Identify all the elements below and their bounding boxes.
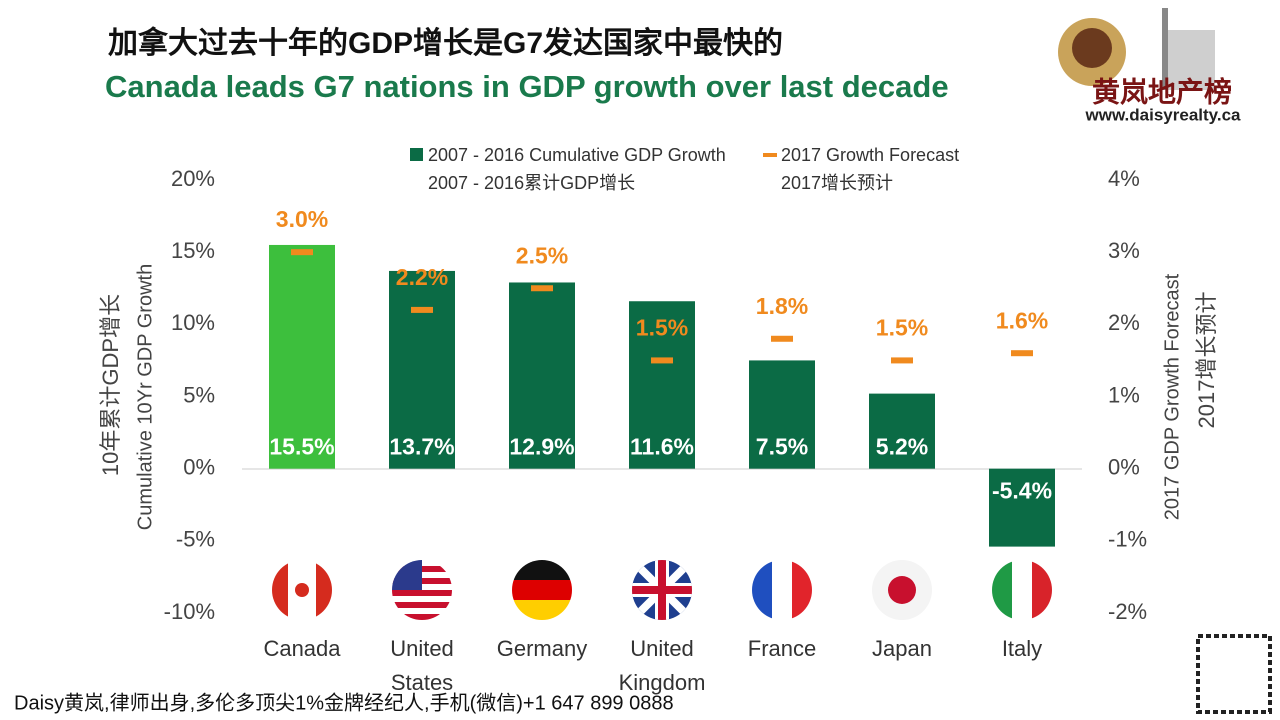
y2-tick-label: -1% bbox=[1108, 527, 1147, 552]
bar-value-label: 7.5% bbox=[756, 434, 808, 460]
flag-japan bbox=[872, 560, 932, 620]
forecast-label: 1.5% bbox=[876, 314, 928, 340]
x-tick-label: United States bbox=[390, 636, 454, 695]
x-tick-label: Japan bbox=[872, 636, 932, 661]
bar bbox=[389, 270, 455, 469]
bar bbox=[509, 282, 575, 469]
forecast-marker bbox=[1011, 350, 1033, 357]
x-tick-label: Germany bbox=[496, 636, 588, 661]
legend-swatch bbox=[410, 148, 423, 161]
y2-tick-label: 0% bbox=[1108, 454, 1140, 479]
x-tick-label: France bbox=[747, 636, 817, 661]
forecast-label: 2.2% bbox=[396, 264, 448, 290]
y-axis-title-zh: 10年累计GDP增长 bbox=[98, 294, 123, 476]
chart-subtitle: Canada leads G7 nations in GDP growth ov… bbox=[105, 69, 949, 104]
logo-tower bbox=[1162, 8, 1168, 90]
bar-value-label: 15.5% bbox=[269, 434, 334, 460]
bar-value-label: 5.2% bbox=[876, 434, 928, 460]
y2-axis-title-zh: 2017增长预计 bbox=[1194, 292, 1219, 429]
x-tick-label: Canada bbox=[263, 636, 341, 661]
bar bbox=[869, 393, 935, 469]
forecast-label: 1.6% bbox=[996, 307, 1048, 333]
forecast-marker bbox=[291, 249, 313, 256]
y2-tick-label: 4% bbox=[1108, 166, 1140, 191]
y-tick-label: 15% bbox=[171, 238, 215, 263]
y2-tick-label: -2% bbox=[1108, 599, 1147, 624]
x-tick-label: Italy bbox=[1001, 636, 1043, 661]
legend-label: 2017 Growth Forecast bbox=[781, 145, 959, 165]
flag-italy bbox=[992, 560, 1052, 620]
flag-france bbox=[752, 560, 812, 620]
bar bbox=[629, 301, 695, 469]
chart-title: 加拿大过去十年的GDP增长是G7发达国家中最快的 bbox=[108, 26, 783, 60]
x-tick-label: United Kingdom bbox=[618, 636, 706, 695]
legend-swatch bbox=[763, 153, 777, 157]
y-tick-label: 10% bbox=[171, 310, 215, 335]
y-tick-label: 5% bbox=[183, 382, 215, 407]
y-tick-label: -10% bbox=[164, 599, 215, 624]
bar bbox=[269, 244, 335, 469]
forecast-marker bbox=[771, 335, 793, 342]
y2-tick-label: 1% bbox=[1108, 382, 1140, 407]
footer: Daisy黄岚,律师出身,多伦多顶尖1%金牌经纪人,手机(微信)+1 647 8… bbox=[14, 691, 674, 714]
forecast-marker bbox=[651, 357, 673, 364]
flag-usa bbox=[392, 560, 452, 620]
y-tick-label: 20% bbox=[171, 166, 215, 191]
logo-portrait-face bbox=[1072, 28, 1112, 68]
forecast-marker bbox=[531, 285, 553, 292]
bar bbox=[989, 468, 1055, 547]
forecast-marker bbox=[891, 357, 913, 364]
y2-tick-label: 2% bbox=[1108, 310, 1140, 335]
bar-value-label: 12.9% bbox=[509, 434, 574, 460]
forecast-label: 2.5% bbox=[516, 242, 568, 268]
logo-url: www.daisyrealty.ca bbox=[1085, 105, 1242, 124]
bar bbox=[749, 360, 815, 469]
forecast-label: 1.8% bbox=[756, 293, 808, 319]
y-tick-label: -5% bbox=[176, 527, 215, 552]
logo-name: 黄岚地产榜 bbox=[1092, 75, 1232, 107]
y-tick-label: 0% bbox=[183, 454, 215, 479]
flag-uk bbox=[632, 560, 692, 620]
bar-value-label: 13.7% bbox=[389, 434, 454, 460]
forecast-label: 3.0% bbox=[276, 206, 328, 232]
logo-skyline bbox=[1165, 30, 1215, 90]
flag-germany bbox=[512, 560, 572, 620]
forecast-label: 1.5% bbox=[636, 314, 688, 340]
forecast-marker bbox=[411, 306, 433, 313]
y-axis-title: Cumulative 10Yr GDP Growth bbox=[134, 264, 156, 530]
y2-tick-label: 3% bbox=[1108, 238, 1140, 263]
flag-canada bbox=[272, 560, 332, 620]
bar-value-label: 11.6% bbox=[630, 434, 694, 460]
legend-label-zh: 2007 - 2016累计GDP增长 bbox=[428, 173, 635, 193]
legend-label: 2007 - 2016 Cumulative GDP Growth bbox=[428, 145, 726, 165]
legend-label-zh: 2017增长预计 bbox=[781, 173, 893, 193]
y2-axis-title: 2017 GDP Growth Forecast bbox=[1161, 273, 1183, 520]
qr-code bbox=[1196, 634, 1272, 714]
bar-value-label: -5.4% bbox=[992, 478, 1052, 504]
